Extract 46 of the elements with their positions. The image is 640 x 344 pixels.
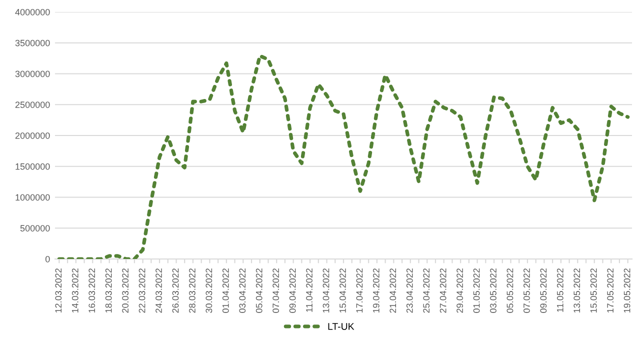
x-tick-label: 14.03.2022	[72, 268, 78, 313]
x-tick-label: 20.03.2022	[122, 268, 129, 313]
x-tick-label: 12.03.2022	[55, 268, 62, 313]
x-tick-label: 01.05.2022	[473, 268, 480, 313]
x-tick-label: 19.04.2022	[372, 268, 380, 313]
x-tick-label: 27.04.2022	[440, 268, 446, 313]
y-tick-label: 2000000	[15, 132, 50, 139]
x-tick-label: 09.04.2022	[289, 268, 296, 313]
x-tick-label: 29.04.2022	[456, 268, 463, 313]
x-tick-label: 05.04.2022	[256, 268, 262, 313]
x-tick-label: 15.05.2022	[590, 268, 597, 313]
legend-label: LT-UK	[328, 323, 354, 330]
x-tick-label: 13.05.2022	[574, 268, 580, 313]
x-tick-label: 21.04.2022	[390, 268, 396, 313]
x-tick-label: 03.04.2022	[239, 268, 246, 313]
line-series	[57, 54, 630, 259]
y-tick-label: 3500000	[15, 40, 50, 46]
y-tick-label: 500000	[20, 225, 50, 232]
x-tick-label: 13.04.2022	[322, 268, 330, 313]
x-tick-label: 17.04.2022	[356, 268, 363, 313]
y-tick-label: 4000000	[15, 8, 50, 16]
x-tick-label: 15.04.2022	[340, 268, 346, 313]
x-tick-label: 17.05.2022	[607, 268, 614, 313]
x-tick-label: 11.05.2022	[556, 268, 564, 312]
x-tick-label: 11.04.2022	[306, 268, 312, 312]
y-tick-label: 3000000	[15, 70, 50, 78]
y-tick-label: 1500000	[16, 163, 50, 170]
y-tick-label: 1000000	[16, 194, 50, 201]
y-tick-label: 0	[45, 256, 50, 262]
x-tick-label: 24.03.2022	[156, 268, 162, 313]
x-tick-label: 16.03.2022	[88, 268, 96, 313]
x-tick-label: 01.04.2022	[222, 268, 229, 313]
y-tick-label: 2500000	[15, 102, 50, 108]
x-tick-label: 26.03.2022	[172, 268, 179, 313]
x-tick-label: 30.03.2022	[206, 268, 212, 313]
x-tick-label: 07.05.2022	[524, 268, 530, 313]
x-tick-label: 18.03.2022	[105, 268, 112, 313]
x-tick-label: 03.05.2022	[490, 268, 496, 313]
x-tick-label: 09.05.2022	[540, 268, 547, 313]
x-tick-label: 07.04.2022	[272, 268, 280, 313]
x-tick-label: 19.05.2022	[624, 268, 630, 313]
x-tick-label: 28.03.2022	[189, 268, 196, 313]
x-tick-label: 25.04.2022	[423, 268, 430, 313]
x-tick-label: 22.03.2022	[138, 268, 146, 313]
x-tick-label: 23.04.2022	[406, 268, 413, 313]
x-tick-label: 05.05.2022	[506, 268, 514, 313]
